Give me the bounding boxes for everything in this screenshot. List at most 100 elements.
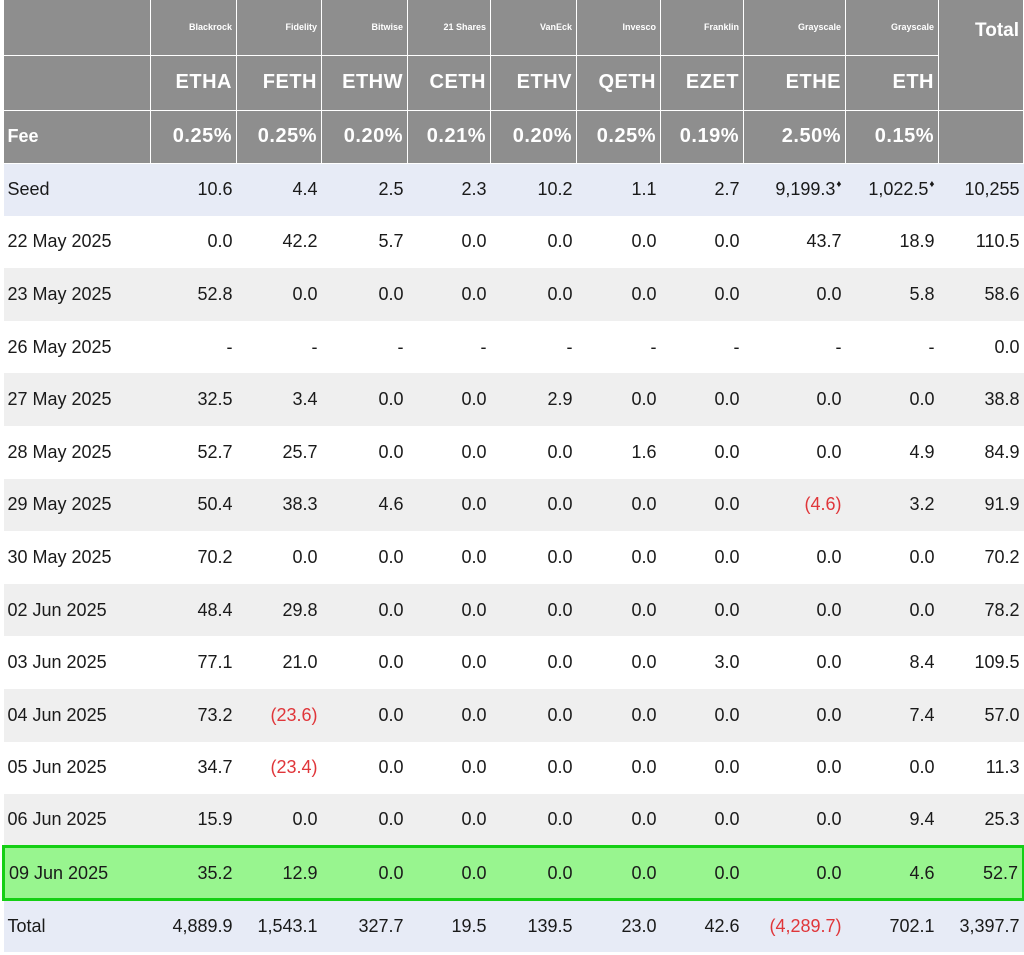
flow-value: 4.9 [909,441,935,462]
flow-cell: 43.7 [743,215,846,269]
flow-value: 5.8 [909,283,935,304]
ticker-header: ETHW [321,55,408,111]
flow-cell: (4.6) [743,478,846,532]
flow-cell: - [660,320,744,374]
flow-cell: 0.0 [576,531,661,584]
flow-value: 52.7 [982,862,1018,883]
flow-value: 0.0 [378,546,404,567]
flow-value: 0.0 [816,652,842,673]
flow-cell: 0.0 [660,741,744,795]
flow-cell: 77.1 [150,636,237,689]
flow-cell: 0.0 [490,794,577,847]
flow-cell: 0.0 [576,373,661,426]
flow-cell: 0.0 [743,794,846,847]
flow-value: 0.0 [378,704,404,725]
flow-cell: 0.0 [321,583,408,637]
flow-cell: 0.0 [845,741,939,795]
seed-row: Seed 10.6 4.4 2.5 2.3 10.2 1.1 2.7 9,199.3♦ 1,022… [3,163,1024,216]
flow-cell: 42.2 [236,215,322,269]
flow-cell: 0.0 [576,583,661,637]
flow-cell: 0.0 [660,531,744,584]
flow-cell: 10.6 [150,163,237,216]
flow-value: 0.0 [816,757,842,778]
row-total-cell: 25.3 [938,794,1024,847]
flow-value: 9,199.3 [775,179,836,200]
flow-cell: 0.0 [845,531,939,584]
flow-cell: 0.0 [236,794,322,847]
row-total-cell: 84.9 [938,425,1024,479]
flow-cell: 5.7 [321,215,408,269]
flow-value: - [397,336,404,357]
flow-value: 0.0 [714,757,740,778]
row-total-cell: 38.8 [938,373,1024,426]
flow-cell: 73.2 [150,688,237,742]
flow-value: 0.0 [631,494,657,515]
flow-value: 23.0 [621,915,657,936]
flow-value: 15.9 [197,809,233,830]
table-row: 26 May 2025 - - - - - - - - - 0.0 [3,320,1024,374]
issuer-header: 21 Shares [407,0,491,56]
flow-cell: 7.4 [845,688,939,742]
flow-cell: 0.0 [407,478,491,532]
issuer-header: Bitwise [321,0,408,56]
row-label: 02 Jun 2025 [3,583,151,637]
flow-value: 58.6 [984,283,1020,304]
flow-value: 91.9 [984,494,1020,515]
flow-cell: - [576,320,661,374]
flow-cell: 0.0 [660,425,744,479]
flow-cell: 0.0 [321,741,408,795]
flow-cell: 1.1 [576,163,661,216]
flow-cell: 52.7 [150,425,237,479]
flow-value: 0.0 [547,283,573,304]
flow-value: 2.3 [461,179,487,200]
row-total-cell: 11.3 [938,741,1024,795]
flow-cell: 38.3 [236,478,322,532]
flow-cell: 0.0 [660,478,744,532]
flow-value: 0.0 [714,231,740,252]
corner-cell [3,0,151,56]
flow-cell: 18.9 [845,215,939,269]
flow-value: 78.2 [984,599,1020,620]
flow-cell: 0.0 [660,268,744,321]
flow-value: 0.0 [816,862,842,883]
flow-cell: 1.6 [576,425,661,479]
row-total-cell: 10,255 [938,163,1024,216]
flow-cell: 0.0 [321,845,408,901]
flow-cell: 0.0 [407,373,491,426]
flow-value: 0.0 [714,704,740,725]
flow-value: 35.2 [197,862,233,883]
flow-cell: 0.0 [490,636,577,689]
flow-cell: 3.4 [236,373,322,426]
fee-value: 2.50% [743,110,846,164]
flow-value: 0.0 [909,389,935,410]
row-total-cell: 91.9 [938,478,1024,532]
flow-cell: - [407,320,491,374]
issuer-header: Invesco [576,0,661,56]
flow-value: 52.8 [197,283,233,304]
flow-cell: 0.0 [407,794,491,847]
flow-value: 70.2 [197,546,233,567]
row-label: 30 May 2025 [3,531,151,584]
flow-value: 0.0 [547,441,573,462]
flow-cell: - [490,320,577,374]
flow-cell: 0.0 [490,425,577,479]
flow-value: 0.0 [909,546,935,567]
footnote-marker-icon: ♦ [929,179,935,191]
flow-value: 0.0 [378,862,404,883]
flow-cell: 0.0 [490,583,577,637]
flow-value: 0.0 [816,599,842,620]
flow-cell: 0.0 [743,425,846,479]
flow-cell: 0.0 [490,688,577,742]
row-label: 23 May 2025 [3,268,151,321]
flow-cell: 0.0 [743,373,846,426]
fee-value: 0.19% [660,110,744,164]
ticker-header: EZET [660,55,744,111]
flow-cell: 0.0 [490,215,577,269]
ticker-header: FETH [236,55,322,111]
flow-cell: 0.0 [490,268,577,321]
flow-value: 0.0 [631,652,657,673]
flow-value: 0.0 [547,809,573,830]
flow-cell: 3.0 [660,636,744,689]
row-total-cell: 70.2 [938,531,1024,584]
row-label: Total [3,899,151,952]
